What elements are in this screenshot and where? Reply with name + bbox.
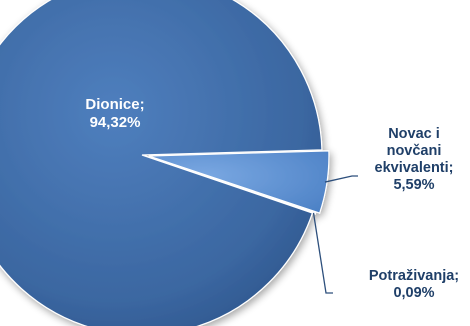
label-dionice: Dionice; 94,32% [85,96,144,131]
leader-novac [324,175,358,183]
slice-novac [148,150,330,214]
leader-potrazivanja [312,212,333,294]
slice-dionice [0,0,323,326]
label-potrazivanja: Potraživanja; 0,09% [369,268,459,301]
label-novac: Novac i novčani ekvivalenti; 5,59% [375,126,454,193]
